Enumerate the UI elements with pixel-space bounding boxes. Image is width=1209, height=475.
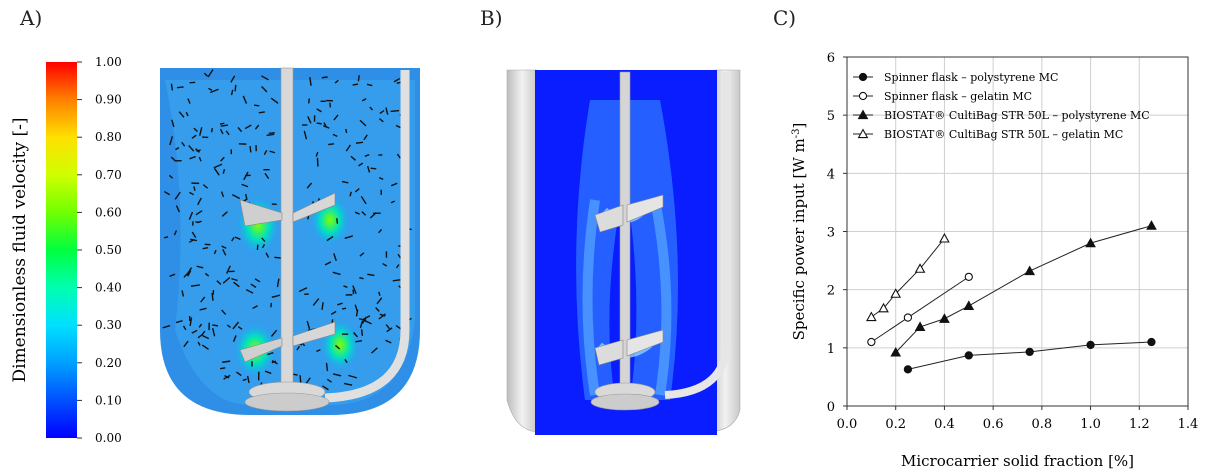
series-2 <box>867 272 973 347</box>
legend: Spinner flask – polystyrene MC Spinner fl… <box>853 71 1150 141</box>
x-tick-label: 0.6 <box>983 417 1004 432</box>
legend-marker <box>857 128 869 139</box>
data-point <box>963 300 975 311</box>
data-point <box>914 263 926 273</box>
data-point <box>866 311 877 322</box>
legend-label: Spinner flask – polystyrene MC <box>884 71 1058 84</box>
colorbar-tick-label: 1.00 <box>95 55 122 69</box>
panel-c-label: C) <box>773 6 797 30</box>
data-point <box>903 313 913 322</box>
data-point <box>964 351 973 360</box>
colorbar-tick-label: 0.60 <box>95 205 122 219</box>
colorbar-title: Dimensionless fluid velocity [-] <box>10 117 30 382</box>
y-tick-label: 2 <box>827 284 835 299</box>
colorbar-tick-label: 0.40 <box>95 281 122 295</box>
x-tick-label: 1.4 <box>1178 417 1199 432</box>
data-point <box>1146 220 1157 230</box>
series-line <box>895 225 1152 353</box>
colorbar-tick-label: 0.80 <box>95 130 122 144</box>
y-tick-label: 5 <box>827 109 835 124</box>
series-1 <box>903 337 1156 374</box>
x-axis-label: Microcarrier solid fraction [%] <box>901 452 1134 470</box>
legend-marker <box>858 91 868 101</box>
data-point <box>890 288 902 298</box>
colorbar-tick-label: 0.00 <box>95 431 122 445</box>
cfd-velocity-field-figure: Dimensionless fluid velocity [-] 1.00 0.9… <box>10 55 420 445</box>
x-axis-ticks: 0.0 0.2 0.4 0.6 0.8 1.0 1.2 1.4 <box>837 406 1199 432</box>
legend-label: BIOSTAT® CultiBag STR 50L – polystyrene … <box>884 109 1150 122</box>
legend-item: BIOSTAT® CultiBag STR 50L – polystyrene … <box>853 109 1150 122</box>
y-tick-label: 3 <box>827 226 835 241</box>
colorbar <box>46 62 77 438</box>
chart-series <box>866 220 1157 374</box>
y-tick-label: 6 <box>827 51 835 66</box>
data-point <box>878 302 889 313</box>
colorbar-tick-label: 0.10 <box>95 393 122 407</box>
colorbar-tick-label: 0.70 <box>95 168 122 182</box>
x-tick-label: 0.8 <box>1032 417 1053 432</box>
data-point <box>890 346 902 357</box>
legend-label: BIOSTAT® CultiBag STR 50L – gelatin MC <box>884 128 1123 141</box>
series-3 <box>890 220 1157 357</box>
series-4 <box>866 232 950 322</box>
y-axis-label: Specific power input [W m-3] <box>790 123 808 341</box>
data-point <box>964 272 973 282</box>
x-tick-label: 0.2 <box>885 417 906 432</box>
data-point <box>867 337 876 347</box>
colorbar-tick-label: 0.90 <box>95 93 122 107</box>
x-tick-label: 0.4 <box>934 417 955 432</box>
x-tick-label: 1.0 <box>1080 417 1101 432</box>
colorbar-tick-label: 0.30 <box>95 318 122 332</box>
panel-b-label: B) <box>480 6 503 30</box>
power-input-chart: 0.0 0.2 0.4 0.6 0.8 1.0 1.2 1.4 0 1 2 3 4 5 6 Microca… <box>790 51 1199 470</box>
data-point <box>939 313 950 323</box>
legend-marker <box>858 72 868 82</box>
data-point <box>1085 237 1096 248</box>
y-tick-label: 4 <box>827 167 835 182</box>
data-point <box>1024 265 1036 276</box>
data-point <box>939 232 950 243</box>
data-point <box>1147 337 1156 347</box>
stirred-vessel-simulation <box>160 67 420 415</box>
legend-item: Spinner flask – polystyrene MC <box>853 71 1058 84</box>
colorbar-tick-label: 0.50 <box>95 243 122 257</box>
data-point <box>903 365 913 374</box>
y-tick-label: 1 <box>827 342 835 357</box>
legend-item: Spinner flask – gelatin MC <box>853 90 1032 103</box>
data-point <box>914 321 926 331</box>
panel-a-label: A) <box>20 6 43 30</box>
y-axis-ticks: 0 1 2 3 4 5 6 <box>827 51 847 415</box>
x-tick-label: 1.2 <box>1129 417 1150 432</box>
legend-item: BIOSTAT® CultiBag STR 50L – gelatin MC <box>853 128 1123 141</box>
x-tick-label: 0.0 <box>837 417 858 432</box>
cfd-contour-plane-figure <box>506 69 741 435</box>
colorbar-tick-label: 0.20 <box>95 356 122 370</box>
data-point <box>1086 340 1095 350</box>
legend-marker <box>857 109 869 120</box>
y-tick-label: 0 <box>827 400 835 415</box>
legend-label: Spinner flask – gelatin MC <box>884 90 1032 103</box>
colorbar-ticks: 1.00 0.90 0.80 0.70 0.60 0.50 0.40 0.30 0.20 0.10… <box>77 55 122 445</box>
data-point <box>1025 347 1034 357</box>
